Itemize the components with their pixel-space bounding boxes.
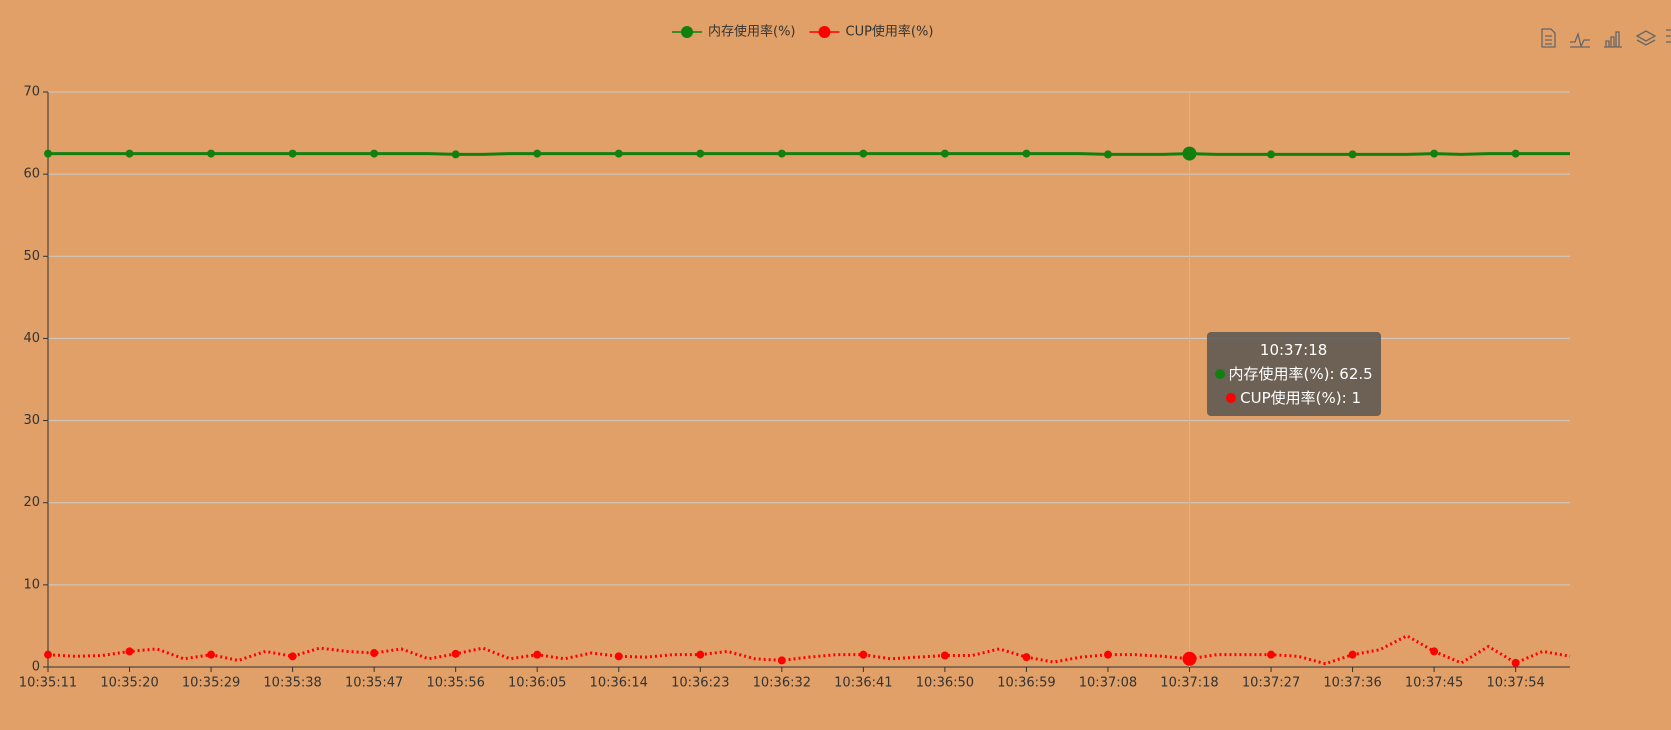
x-tick-label: 10:35:38 [263,676,321,691]
point [859,149,868,158]
point [370,149,379,158]
point [288,652,297,661]
toolbox-bar[interactable] [1604,31,1622,48]
x-tick-label: 10:37:45 [1405,676,1463,691]
point [370,649,379,658]
tooltip-dot [1226,393,1237,403]
tooltip-row: CUP使用率(%): 1 [1215,386,1373,410]
point [1430,149,1439,158]
point [1430,647,1439,656]
point [44,650,52,659]
toolbox-more[interactable] [1666,29,1671,43]
x-tick-label: 10:36:23 [671,676,729,691]
toolbox[interactable] [1541,28,1671,48]
legend-symbol [818,26,831,38]
x-tick-label: 10:36:32 [753,676,811,691]
point [1103,650,1112,659]
point [940,651,949,660]
point [614,652,623,661]
point [125,149,134,158]
tooltip-title: 10:37:18 [1259,341,1328,359]
point [451,150,460,159]
x-tick-label: 10:36:50 [916,676,974,691]
y-tick-label: 0 [32,660,40,675]
point [1348,150,1357,159]
y-tick-label: 70 [23,85,40,100]
point [614,149,623,158]
x-tick-label: 10:37:54 [1486,676,1544,691]
point [207,650,216,659]
tooltip-text: CUP使用率(%): 1 [1240,389,1361,407]
x-tick-label: 10:37:18 [1160,676,1218,691]
toolbox-data-view[interactable] [1541,28,1556,48]
legend-item[interactable]: 内存使用率(%) [672,24,796,40]
point [1267,150,1276,159]
x-tick-label: 10:36:59 [997,676,1055,691]
point [125,647,134,656]
point [207,149,216,158]
x-tick-label: 10:35:56 [426,676,484,691]
point [1022,149,1031,158]
point [1022,653,1031,662]
point [1182,651,1197,666]
x-tick-label: 10:37:08 [1079,676,1137,691]
point [1348,650,1357,659]
x-tick-label: 10:35:11 [19,676,77,691]
y-tick-label: 30 [23,413,40,428]
point [777,149,786,158]
y-tick-label: 60 [23,167,40,182]
x-tick-label: 10:36:41 [834,676,892,691]
point [451,649,460,658]
y-tick-label: 10 [23,577,40,592]
point [1511,658,1520,667]
x-tick-label: 10:35:47 [345,676,403,691]
tooltip-row: 内存使用率(%): 62.5 [1214,362,1373,386]
y-tick-label: 50 [23,249,40,264]
point [696,650,705,659]
point [1182,146,1197,161]
tooltip-dot [1214,369,1225,379]
point [44,149,52,158]
point [940,149,949,158]
tooltip-text: 内存使用率(%): 62.5 [1228,365,1373,383]
x-tick-label: 10:37:27 [1242,676,1300,691]
point [859,650,868,659]
point [533,149,542,158]
legend-label: 内存使用率(%) [708,24,796,40]
y-tick-label: 40 [23,331,40,346]
series-line [47,634,1571,666]
legend-label: CUP使用率(%) [846,24,934,40]
point [1267,650,1276,659]
legend-symbol [681,26,693,38]
x-tick-label: 10:36:14 [590,676,648,691]
x-tick-label: 10:35:20 [100,676,158,691]
point [533,650,542,659]
y-tick-label: 20 [23,495,40,510]
point [288,149,297,158]
point [1103,150,1112,159]
x-tick-label: 10:37:36 [1323,676,1381,691]
point [1511,149,1520,158]
point [777,656,786,665]
x-tick-label: 10:36:05 [508,676,566,691]
toolbox-line[interactable] [1570,31,1590,48]
tooltip: 10:37:18 内存使用率(%): 62.5 CUP使用率(%): 1 [1206,332,1381,416]
toolbox-stack[interactable] [1635,30,1657,46]
legend-item[interactable]: CUP使用率(%) [809,24,934,40]
series-line [48,152,1570,156]
point [696,149,705,158]
x-tick-label: 10:35:29 [182,676,240,691]
